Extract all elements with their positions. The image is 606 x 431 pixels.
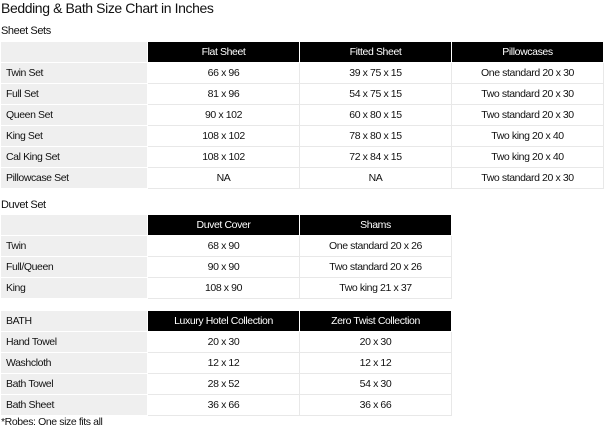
table-cell: 81 x 96: [147, 83, 300, 105]
sheet-sets-heading: Sheet Sets: [1, 25, 51, 37]
table-row: Twin Set 66 x 96 39 x 75 x 15 One standard …: [0, 62, 604, 84]
column-header: Luxury Hotel Collection: [147, 310, 300, 332]
corner-cell: [0, 41, 148, 63]
column-header: Shams: [299, 214, 452, 236]
table-row: Bath Towel 28 x 52 54 x 30: [0, 373, 452, 395]
corner-cell: [0, 214, 148, 236]
table-cell: 108 x 90: [147, 277, 300, 299]
table-cell: Two standard 20 x 30: [451, 104, 604, 126]
page-title: Bedding & Bath Size Chart in Inches: [1, 0, 214, 16]
footnote: *Robes: One size fits all: [1, 416, 103, 428]
table-cell: 68 x 90: [147, 235, 300, 257]
table-cell: 78 x 80 x 15: [299, 125, 452, 147]
table-cell: 39 x 75 x 15: [299, 62, 452, 84]
table-row: King 108 x 90 Two king 21 x 37: [0, 277, 452, 299]
sheet-sets-table: Flat Sheet Fitted Sheet Pillowcases Twin Se…: [0, 41, 604, 189]
table-row: Twin 68 x 90 One standard 20 x 26: [0, 235, 452, 257]
row-label: Bath Towel: [0, 373, 148, 395]
table-cell: 54 x 30: [299, 373, 452, 395]
table-cell: 90 x 90: [147, 256, 300, 278]
column-header: Fitted Sheet: [299, 41, 452, 63]
table-cell: 108 x 102: [147, 146, 300, 168]
column-header: Pillowcases: [451, 41, 604, 63]
table-cell: Two standard 20 x 30: [451, 167, 604, 189]
table-row: Bath Sheet 36 x 66 36 x 66: [0, 394, 452, 416]
table-cell: 20 x 30: [299, 331, 452, 353]
row-label: Bath Sheet: [0, 394, 148, 416]
header-row: Flat Sheet Fitted Sheet Pillowcases: [0, 41, 604, 63]
table-cell: Two king 20 x 40: [451, 146, 604, 168]
row-label: Full Set: [0, 83, 148, 105]
table-cell: 12 x 12: [299, 352, 452, 374]
table-cell: 20 x 30: [147, 331, 300, 353]
table-cell: 36 x 66: [299, 394, 452, 416]
row-label: King Set: [0, 125, 148, 147]
table-cell: One standard 20 x 30: [451, 62, 604, 84]
table-row: Cal King Set 108 x 102 72 x 84 x 15 Two kin…: [0, 146, 604, 168]
table-cell: 66 x 96: [147, 62, 300, 84]
column-header: Duvet Cover: [147, 214, 300, 236]
table-cell: NA: [299, 167, 452, 189]
row-label: Twin: [0, 235, 148, 257]
table-cell: Two standard 20 x 26: [299, 256, 452, 278]
row-label: Queen Set: [0, 104, 148, 126]
table-cell: One standard 20 x 26: [299, 235, 452, 257]
duvet-set-table: Duvet Cover Shams Twin 68 x 90 One standard …: [0, 214, 452, 299]
table-row: Full/Queen 90 x 90 Two standard 20 x 26: [0, 256, 452, 278]
table-row: Pillowcase Set NA NA Two standard 20 x 30: [0, 167, 604, 189]
table-cell: 36 x 66: [147, 394, 300, 416]
header-row: BATH Luxury Hotel Collection Zero Twist Co…: [0, 310, 452, 332]
row-label: Hand Towel: [0, 331, 148, 353]
table-cell: 28 x 52: [147, 373, 300, 395]
table-cell: 72 x 84 x 15: [299, 146, 452, 168]
column-header: Flat Sheet: [147, 41, 300, 63]
table-cell: 90 x 102: [147, 104, 300, 126]
row-label: Twin Set: [0, 62, 148, 84]
table-cell: Two king 21 x 37: [299, 277, 452, 299]
row-label: Washcloth: [0, 352, 148, 374]
row-label: Pillowcase Set: [0, 167, 148, 189]
row-label: King: [0, 277, 148, 299]
table-cell: 108 x 102: [147, 125, 300, 147]
header-row: Duvet Cover Shams: [0, 214, 452, 236]
table-row: Washcloth 12 x 12 12 x 12: [0, 352, 452, 374]
duvet-set-heading: Duvet Set: [1, 199, 46, 211]
bath-table: BATH Luxury Hotel Collection Zero Twist Co…: [0, 310, 452, 416]
column-header: Zero Twist Collection: [299, 310, 452, 332]
table-row: Hand Towel 20 x 30 20 x 30: [0, 331, 452, 353]
corner-cell: BATH: [0, 310, 148, 332]
table-cell: NA: [147, 167, 300, 189]
table-cell: 54 x 75 x 15: [299, 83, 452, 105]
table-row: Queen Set 90 x 102 60 x 80 x 15 Two standar…: [0, 104, 604, 126]
row-label: Full/Queen: [0, 256, 148, 278]
row-label: Cal King Set: [0, 146, 148, 168]
table-row: King Set 108 x 102 78 x 80 x 15 Two king 20…: [0, 125, 604, 147]
table-cell: 12 x 12: [147, 352, 300, 374]
table-cell: Two king 20 x 40: [451, 125, 604, 147]
table-cell: Two standard 20 x 30: [451, 83, 604, 105]
table-cell: 60 x 80 x 15: [299, 104, 452, 126]
table-row: Full Set 81 x 96 54 x 75 x 15 Two standard …: [0, 83, 604, 105]
